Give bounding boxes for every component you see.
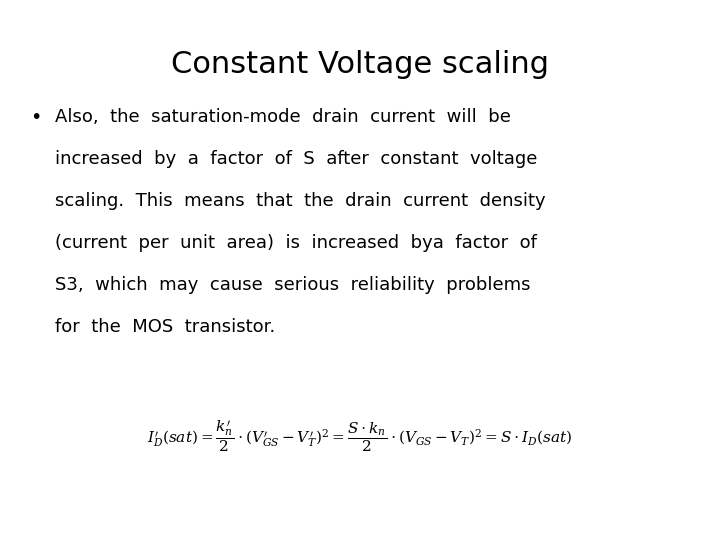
Text: (current  per  unit  area)  is  increased  bya  factor  of: (current per unit area) is increased bya… xyxy=(55,234,537,252)
Text: scaling.  This  means  that  the  drain  current  density: scaling. This means that the drain curre… xyxy=(55,192,546,210)
Text: Constant Voltage scaling: Constant Voltage scaling xyxy=(171,50,549,79)
Text: •: • xyxy=(30,108,41,127)
Text: $I_{D}'(sat) = \dfrac{k_{n}'}{2} \cdot \left(V_{GS}' - V_{T}'\right)^{2} = \dfra: $I_{D}'(sat) = \dfrac{k_{n}'}{2} \cdot \… xyxy=(148,418,572,454)
Text: S3,  which  may  cause  serious  reliability  problems: S3, which may cause serious reliability … xyxy=(55,276,531,294)
Text: increased  by  a  factor  of  S  after  constant  voltage: increased by a factor of S after constan… xyxy=(55,150,537,168)
Text: Also,  the  saturation-mode  drain  current  will  be: Also, the saturation-mode drain current … xyxy=(55,108,511,126)
Text: for  the  MOS  transistor.: for the MOS transistor. xyxy=(55,318,275,336)
